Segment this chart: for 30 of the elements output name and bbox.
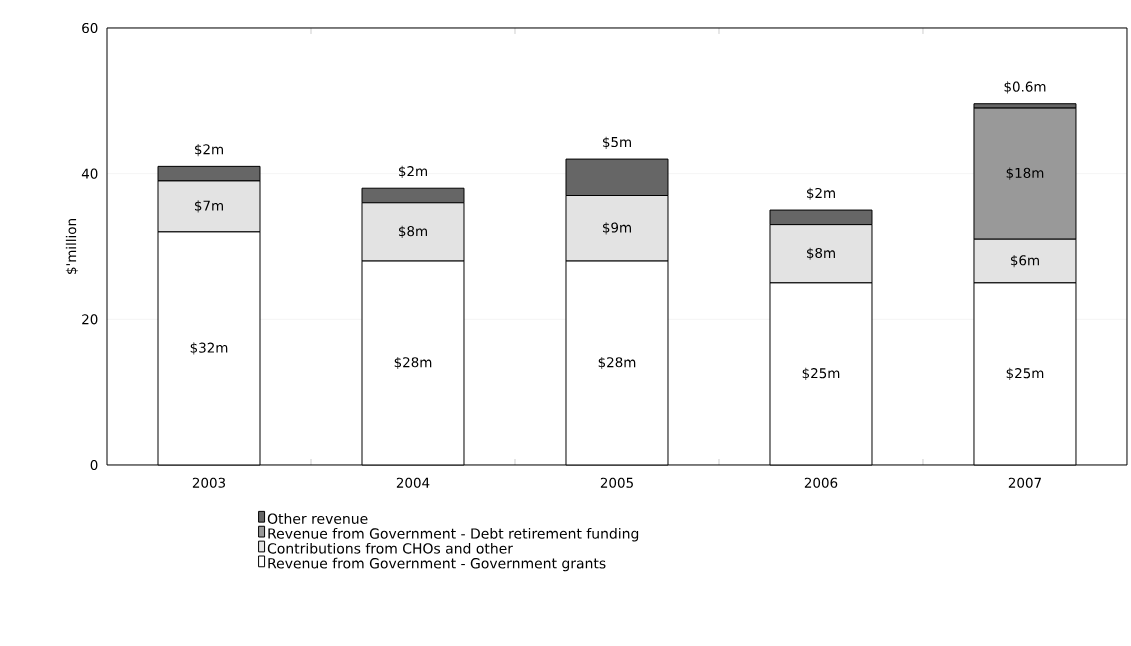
data-label: $25m [1006,367,1044,381]
y-axis-title: $'million [65,219,79,274]
legend-label: Contributions from CHOs and other [267,542,513,554]
x-tick-label: 2003 [192,477,226,488]
data-label: $0.6m [1004,81,1046,94]
x-tick-label: 2007 [1008,477,1041,488]
data-label: $18m [1006,167,1044,180]
data-label: $8m [806,247,835,260]
y-tick-label: 20 [82,314,98,325]
data-label: $2m [399,165,427,179]
x-tick-label: 2005 [600,477,633,488]
y-tick-label: 0 [90,459,98,471]
data-label: $2m [195,143,223,157]
legend-label: Other revenue [267,513,368,524]
x-tick-label: 2006 [804,477,838,488]
data-label: $28m [598,356,636,370]
data-label: $9m [603,222,631,235]
data-label: $7m [195,200,223,213]
data-label: $2m [806,187,835,200]
legend-label: Revenue from Government - Government grants [268,557,606,572]
data-label: $8m [399,225,427,239]
x-tick-label: 2004 [396,477,430,488]
data-label: $5m [603,136,631,149]
data-label: $6m [1010,254,1039,268]
y-tick-label: 60 [82,22,98,34]
data-label: $25m [802,367,840,381]
y-tick-label: 40 [81,168,98,179]
data-label: $28m [394,356,432,370]
data-label: $32m [190,342,228,355]
legend-label: Revenue from Government - Debt retirement funding [268,528,639,542]
